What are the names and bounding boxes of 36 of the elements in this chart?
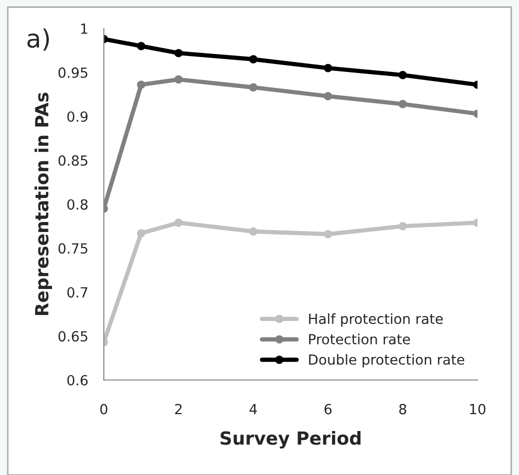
- point: [324, 230, 332, 238]
- point: [137, 42, 146, 50]
- x-tick-label: 10: [470, 404, 486, 414]
- legend-label: Double protection rate: [309, 354, 464, 368]
- y-tick-label: 0.7: [67, 287, 88, 298]
- text: a): [27, 28, 49, 51]
- point: [249, 227, 258, 236]
- legend-label: Half protection rate: [309, 313, 443, 327]
- point: [324, 92, 332, 100]
- y-tick-label: 0.85: [58, 155, 88, 166]
- x-tick-label: 2: [175, 404, 182, 414]
- y-tick-label: 0.6: [67, 374, 88, 386]
- y-tick-label: 1: [81, 24, 88, 34]
- point: [174, 75, 183, 84]
- x-tick-label: 4: [250, 404, 257, 414]
- point: [137, 80, 146, 89]
- point: [324, 64, 332, 72]
- point: [398, 70, 407, 80]
- legend-label: Protection rate: [309, 334, 410, 344]
- y-tick-label: 0.95: [58, 67, 88, 78]
- y-tick-label: 0.65: [58, 331, 88, 342]
- x-axis-title: Survey Period: [220, 430, 360, 449]
- point: [249, 83, 258, 92]
- point: [398, 222, 407, 230]
- x-tick-label: 0: [100, 404, 108, 414]
- x-tick-label: 6: [324, 404, 332, 414]
- x-tick-label: 8: [399, 404, 406, 414]
- point: [398, 100, 407, 108]
- point: [137, 229, 146, 238]
- point: [249, 55, 258, 64]
- y-axis-title: Representation in PAs: [34, 92, 52, 316]
- y-tick-label: 0.75: [58, 243, 88, 254]
- y-tick-label: 0.8: [67, 199, 88, 210]
- point: [174, 218, 183, 227]
- y-tick-label: 0.9: [67, 111, 88, 122]
- point: [174, 48, 183, 58]
